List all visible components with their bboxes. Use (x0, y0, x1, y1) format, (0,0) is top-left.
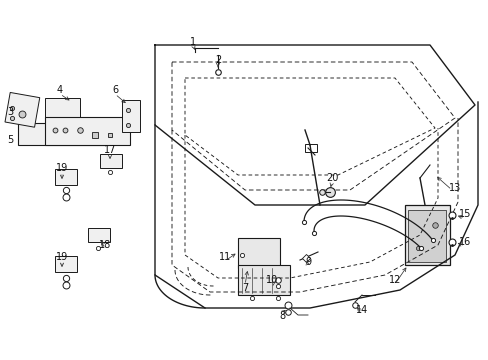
Bar (122, 100, 140, 132)
Text: 1: 1 (189, 37, 196, 47)
Bar (5, 93, 40, 127)
Text: 13: 13 (448, 183, 460, 193)
Text: 15: 15 (458, 209, 470, 219)
Bar (404, 205, 449, 265)
Bar (18, 123, 108, 145)
Text: 4: 4 (57, 85, 63, 95)
Bar (238, 265, 289, 295)
Text: 6: 6 (112, 85, 118, 95)
Text: 19: 19 (56, 252, 68, 262)
Bar (238, 238, 280, 268)
Text: 19: 19 (56, 163, 68, 173)
Bar (55, 169, 77, 185)
Bar (45, 98, 80, 120)
Text: 12: 12 (388, 275, 400, 285)
Text: 5: 5 (7, 135, 13, 145)
Text: 8: 8 (278, 311, 285, 321)
Text: 18: 18 (99, 240, 111, 250)
Bar (45, 117, 130, 145)
Text: 17: 17 (103, 145, 116, 155)
Text: 10: 10 (265, 275, 278, 285)
Bar (100, 154, 122, 168)
Text: 11: 11 (219, 252, 231, 262)
Text: 3: 3 (7, 107, 13, 117)
Text: 2: 2 (214, 55, 221, 65)
Bar (305, 144, 316, 152)
Bar (55, 256, 77, 272)
Bar (88, 228, 110, 242)
Text: 16: 16 (458, 237, 470, 247)
Text: 20: 20 (325, 173, 338, 183)
Bar (407, 210, 445, 262)
Text: 9: 9 (305, 257, 310, 267)
Text: 7: 7 (242, 283, 247, 293)
Text: 14: 14 (355, 305, 367, 315)
